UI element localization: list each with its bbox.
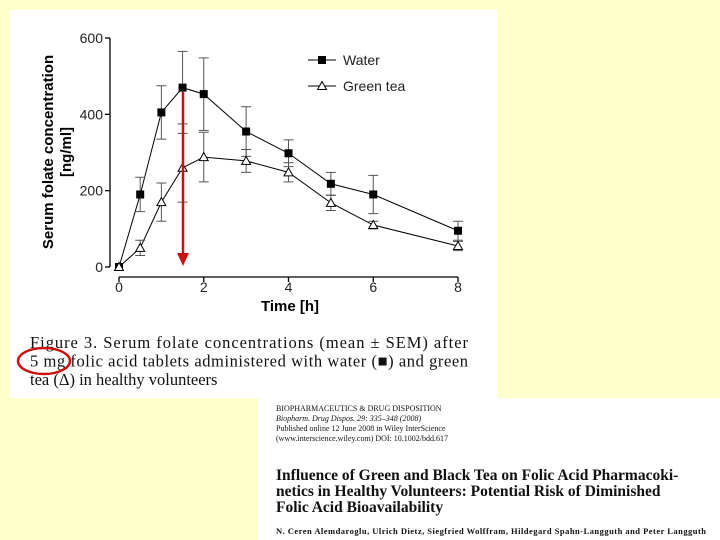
paper-header-line: BIOPHARMACEUTICS & DRUG DISPOSITION — [276, 404, 442, 413]
y-tick-label: 600 — [80, 30, 104, 46]
point — [157, 108, 166, 117]
legend-marker — [318, 56, 326, 64]
caption-line: 5 mg folic acid tablets administered wit… — [30, 352, 468, 371]
point — [240, 155, 252, 165]
red-arrow-head — [177, 253, 189, 266]
point — [326, 179, 335, 188]
x-axis-label: Time [h] — [261, 298, 319, 315]
point — [369, 190, 378, 199]
point — [136, 190, 145, 199]
paper-authors: N. Ceren Alemdaroglu, Ulrich Dietz, Sieg… — [276, 526, 706, 536]
point — [452, 240, 464, 251]
y-axis-label: Serum folate concentration — [40, 55, 57, 249]
series-line — [118, 87, 459, 268]
legend-label: Water — [343, 52, 380, 68]
point — [284, 149, 293, 158]
y-axis-label: [ng/ml] — [58, 127, 75, 177]
x-tick-label: 8 — [454, 279, 462, 295]
paper-header-line: Published online 12 June 2008 in Wiley I… — [276, 424, 446, 433]
point — [454, 226, 462, 235]
x-tick-label: 0 — [115, 279, 123, 295]
legend-label: Green tea — [343, 78, 405, 94]
caption-line: tea (Δ) in healthy volunteers — [30, 370, 217, 389]
point — [156, 196, 167, 207]
point — [198, 151, 210, 162]
paper: BIOPHARMACEUTICS & DRUG DISPOSITIONBioph… — [276, 404, 706, 536]
caption-line: Figure 3. Serum folate concentrations (m… — [30, 333, 469, 352]
legend-marker — [316, 80, 328, 90]
x-tick-label: 4 — [285, 279, 293, 295]
paper-title-line: Folic Acid Bioavailability — [276, 499, 443, 516]
y-tick-label: 0 — [95, 259, 103, 275]
point — [134, 242, 146, 252]
point — [113, 261, 125, 271]
figure-panel — [10, 10, 497, 398]
x-tick-label: 6 — [369, 279, 377, 295]
paper-panel — [258, 398, 720, 540]
point — [242, 127, 251, 136]
series-line — [118, 156, 459, 268]
point — [178, 83, 187, 92]
y-tick-label: 200 — [80, 183, 104, 199]
point — [199, 90, 208, 99]
chart: 0 200 400 600 0 2 4 6 8 Time [h] Serum folate conc… — [40, 30, 464, 315]
paper-title-line: Influence of Green and Black Tea on Foli… — [276, 467, 678, 484]
red-circle — [16, 346, 72, 376]
paper-header-line: Biopharm. Drug Dispos. 29: 335–348 (2008… — [276, 414, 421, 423]
x-tick-label: 2 — [200, 279, 208, 295]
y-tick-label: 400 — [80, 106, 104, 122]
paper-title-line: netics in Healthy Volunteers: Potential … — [276, 483, 661, 500]
point — [325, 197, 337, 207]
point — [367, 219, 379, 230]
paper-header-line: (www.interscience.wiley.com) DOI: 10.100… — [276, 434, 448, 443]
caption: Figure 3. Serum folate concentrations (m… — [30, 333, 469, 389]
point — [283, 166, 294, 177]
